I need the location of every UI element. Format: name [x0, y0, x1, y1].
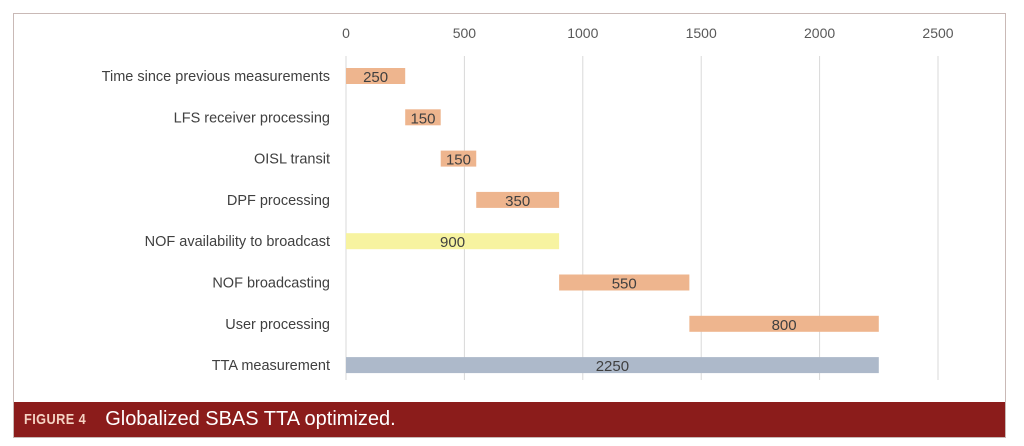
x-tick-label: 0	[342, 25, 350, 41]
bar	[476, 191, 560, 208]
x-tick-label: 1000	[567, 25, 598, 41]
bar	[559, 274, 690, 291]
data-label: 350	[505, 193, 530, 210]
bar	[689, 315, 879, 332]
figure-label: FIGURE 4	[24, 411, 87, 428]
category-label: LFS receiver processing	[174, 110, 330, 126]
x-tick-label: 2500	[922, 25, 953, 41]
category-label: DPF processing	[227, 193, 330, 209]
data-label: 2250	[596, 358, 629, 375]
bar	[346, 68, 406, 84]
data-label: 250	[363, 69, 388, 86]
x-tick-label: 1500	[686, 25, 717, 41]
x-tick-label: 2000	[804, 25, 835, 41]
figure-frame: 0 500 1000 1500 2000 2500 Time since previous …	[13, 13, 1006, 438]
category-label: User processing	[225, 317, 330, 333]
data-label: 150	[410, 110, 435, 127]
gantt-chart: 0 500 1000 1500 2000 2500 Time since previous …	[102, 25, 954, 380]
category-label: OISL transit	[254, 152, 330, 168]
data-label: 800	[772, 317, 797, 334]
data-label: 900	[440, 234, 465, 251]
category-label: NOF broadcasting	[212, 276, 330, 292]
data-label: 550	[612, 276, 637, 293]
bar	[346, 357, 879, 374]
category-label: Time since previous measurements	[102, 69, 330, 85]
category-label: NOF availability to broadcast	[145, 234, 330, 250]
bar	[405, 109, 441, 126]
bar	[440, 150, 477, 167]
caption-bar: FIGURE 4 Globalized SBAS TTA optimized.	[14, 402, 1005, 437]
x-tick-label: 500	[453, 25, 477, 41]
figure-title: Globalized SBAS TTA optimized.	[105, 408, 396, 430]
bar	[346, 233, 560, 250]
category-label: TTA measurement	[212, 358, 330, 374]
data-label: 150	[446, 152, 471, 169]
